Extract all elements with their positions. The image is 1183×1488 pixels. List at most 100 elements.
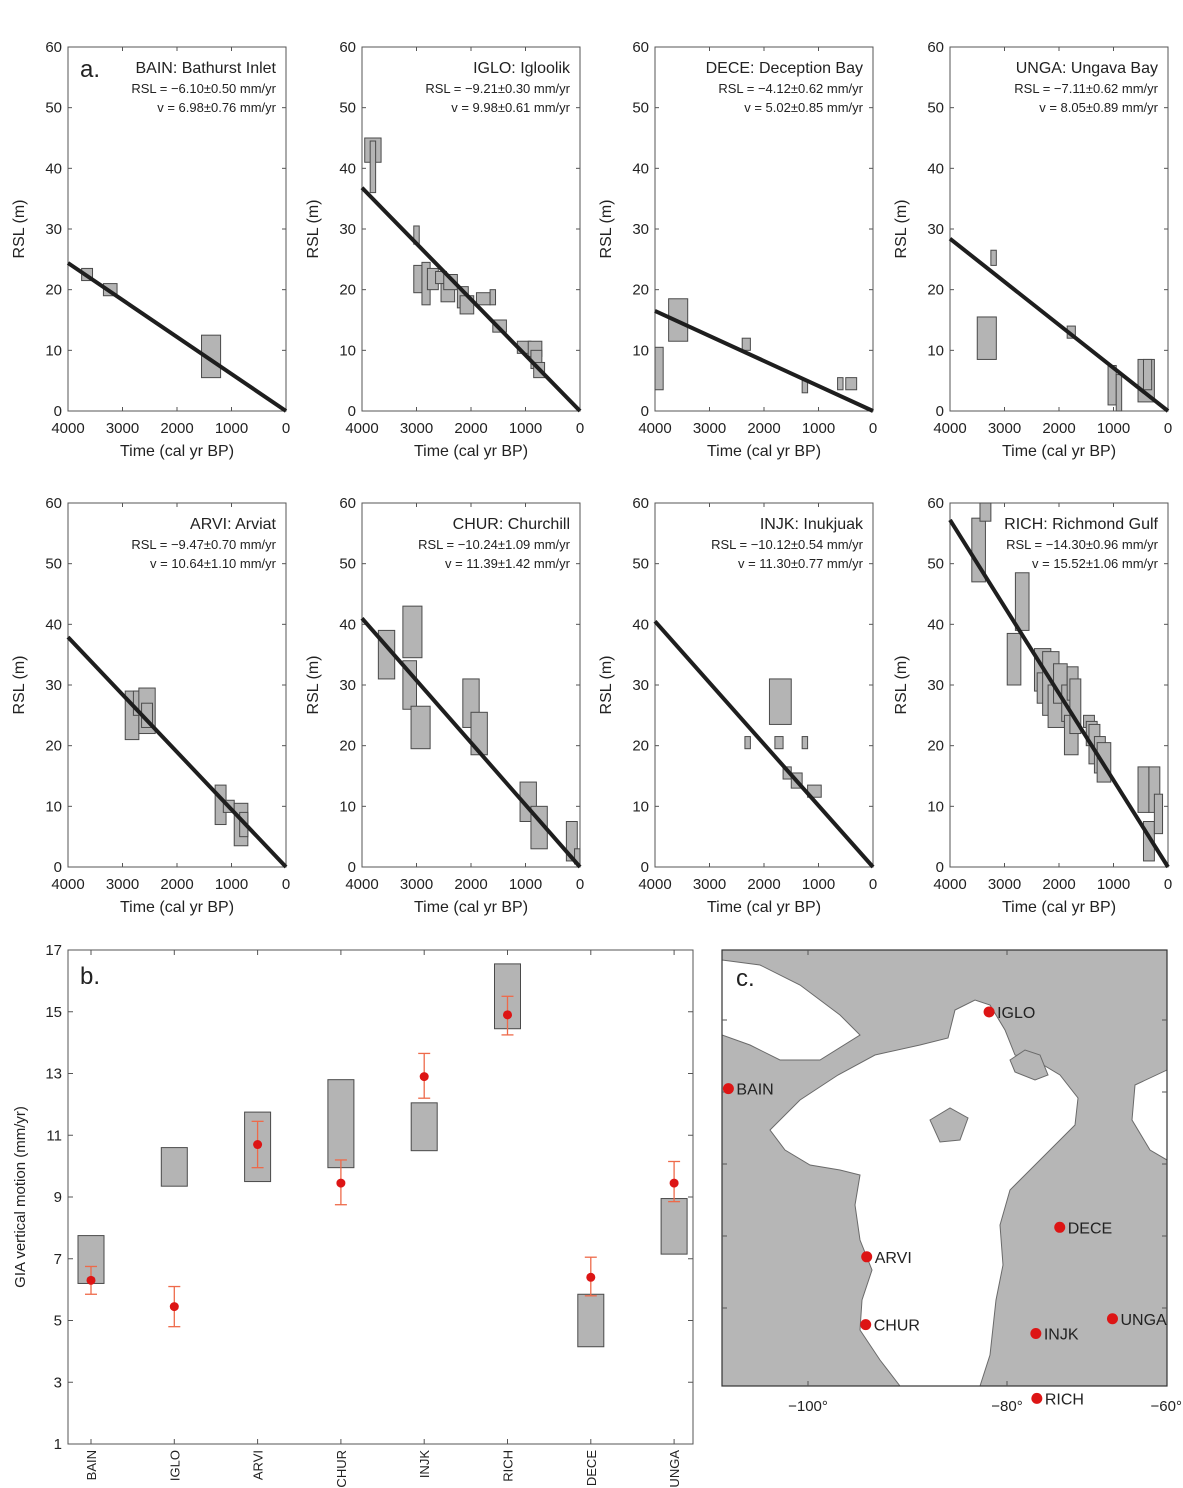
y-tick-label: 10 xyxy=(45,798,62,815)
uplift-rate-label: v = 9.98±0.61 mm/yr xyxy=(451,100,570,115)
y-tick-label: 10 xyxy=(927,798,944,815)
y-tick-label: 50 xyxy=(632,100,649,117)
x-tick-label: 2000 xyxy=(1042,876,1075,893)
rsl-data-box xyxy=(369,140,377,194)
uplift-rate-label: v = 5.02±0.85 mm/yr xyxy=(744,100,863,115)
site-label: BAIN xyxy=(736,1082,773,1099)
x-tick-label: 2000 xyxy=(160,876,193,893)
x-tick-label: 4000 xyxy=(51,420,84,437)
y-axis-label: RSL (m) xyxy=(598,200,615,259)
arctic-channel-water xyxy=(722,959,861,1061)
rsl-data-box xyxy=(741,337,751,351)
lon-tick-label: −80° xyxy=(991,1398,1022,1415)
x-axis-label: Time (cal yr BP) xyxy=(1002,899,1116,916)
rsl-data-box xyxy=(801,736,809,750)
y-tick-label: 0 xyxy=(641,859,649,876)
x-tick-label: 0 xyxy=(282,420,290,437)
rsl-data-box xyxy=(845,377,858,391)
rsl-data-box xyxy=(768,678,792,725)
x-category-label: ARVI xyxy=(251,1450,266,1480)
y-tick-label: 30 xyxy=(927,677,944,694)
y-tick-label: 0 xyxy=(936,403,944,420)
y-tick-label: 30 xyxy=(45,221,62,238)
y-tick-label: 20 xyxy=(632,282,649,299)
y-tick-label: 10 xyxy=(45,342,62,359)
rsl-data-box xyxy=(1006,632,1022,686)
x-axis-label: Time (cal yr BP) xyxy=(707,443,821,460)
plot-frame xyxy=(654,502,874,868)
rsl-data-box xyxy=(565,821,578,862)
site-title: IGLO: Igloolik xyxy=(473,60,571,77)
x-axis-label: Time (cal yr BP) xyxy=(120,899,234,916)
y-tick-label: 9 xyxy=(54,1189,62,1206)
rsl-data-box xyxy=(489,289,497,306)
y-tick-label: 30 xyxy=(632,677,649,694)
site-label: IGLO xyxy=(997,1005,1035,1022)
x-tick-label: 1000 xyxy=(802,876,835,893)
site-marker-dece xyxy=(1054,1221,1066,1233)
x-axis-label: Time (cal yr BP) xyxy=(414,443,528,460)
rsl-plot-unga: 0 10 20 30 40 50 60 4000 3000 2000 1000 0 Time (cal … xyxy=(893,39,1172,460)
rsl-data-box xyxy=(1137,766,1150,813)
site-label: ARVI xyxy=(875,1250,912,1267)
observed-rate-point xyxy=(86,1275,96,1285)
y-tick-label: 50 xyxy=(339,100,356,117)
x-tick-label: 3000 xyxy=(400,420,433,437)
observed-rate-point xyxy=(586,1272,596,1282)
rsl-data-box xyxy=(402,605,423,659)
x-tick-label: 2000 xyxy=(454,420,487,437)
x-tick-label: 0 xyxy=(1164,876,1172,893)
x-tick-label: 3000 xyxy=(106,420,139,437)
x-tick-label: 4000 xyxy=(51,876,84,893)
y-axis-label: RSL (m) xyxy=(893,200,910,259)
rsl-rate-label: RSL = −6.10±0.50 mm/yr xyxy=(131,81,276,96)
fit-line xyxy=(360,616,582,869)
y-axis-label: RSL (m) xyxy=(598,656,615,715)
rsl-rate-label: RSL = −9.47±0.70 mm/yr xyxy=(131,537,276,552)
rsl-data-box xyxy=(475,292,491,306)
rsl-rate-label: RSL = −7.11±0.62 mm/yr xyxy=(1014,81,1158,96)
rsl-plot-dece: 0 10 20 30 40 50 60 4000 3000 2000 1000 0 Time (cal … xyxy=(598,39,877,460)
y-axis-label: RSL (m) xyxy=(11,656,28,715)
rsl-data-box xyxy=(402,660,417,710)
site-marker-rich xyxy=(1031,1392,1043,1404)
panel-letter: c. xyxy=(736,965,755,992)
y-tick-label: 20 xyxy=(632,738,649,755)
x-tick-label: 0 xyxy=(576,420,584,437)
x-tick-label: 1000 xyxy=(802,420,835,437)
x-tick-label: 2000 xyxy=(1042,420,1075,437)
x-tick-label: 3000 xyxy=(400,876,433,893)
y-tick-label: 50 xyxy=(927,100,944,117)
plot-frame xyxy=(67,502,287,868)
x-tick-label: 4000 xyxy=(638,420,671,437)
y-tick-label: 40 xyxy=(632,160,649,177)
site-title: INJK: Inukjuak xyxy=(760,516,864,533)
x-tick-label: 4000 xyxy=(638,876,671,893)
y-tick-label: 3 xyxy=(54,1374,62,1391)
y-tick-label: 40 xyxy=(927,160,944,177)
y-tick-label: 40 xyxy=(45,616,62,633)
model-range-box xyxy=(160,1147,188,1187)
y-tick-label: 5 xyxy=(54,1313,62,1330)
site-label: UNGA xyxy=(1120,1312,1167,1329)
site-marker-chur xyxy=(860,1319,872,1331)
southampton-island xyxy=(1009,1049,1049,1081)
rsl-data-box xyxy=(774,736,784,750)
y-axis-label: RSL (m) xyxy=(305,200,322,259)
fit-line xyxy=(653,619,875,869)
plot-frame xyxy=(361,46,581,412)
x-tick-label: 3000 xyxy=(693,876,726,893)
model-range-box xyxy=(410,1102,438,1152)
y-tick-label: 50 xyxy=(339,556,356,573)
y-tick-label: 50 xyxy=(927,556,944,573)
rsl-data-box xyxy=(654,346,664,391)
y-tick-label: 17 xyxy=(45,942,62,959)
site-title: DECE: Deception Bay xyxy=(706,60,863,77)
site-title: ARVI: Arviat xyxy=(190,516,277,533)
y-tick-label: 13 xyxy=(45,1066,62,1083)
x-category-label: CHUR xyxy=(334,1450,349,1488)
rsl-data-box xyxy=(1069,678,1082,735)
site-title: RICH: Richmond Gulf xyxy=(1004,516,1158,533)
y-tick-label: 10 xyxy=(632,798,649,815)
